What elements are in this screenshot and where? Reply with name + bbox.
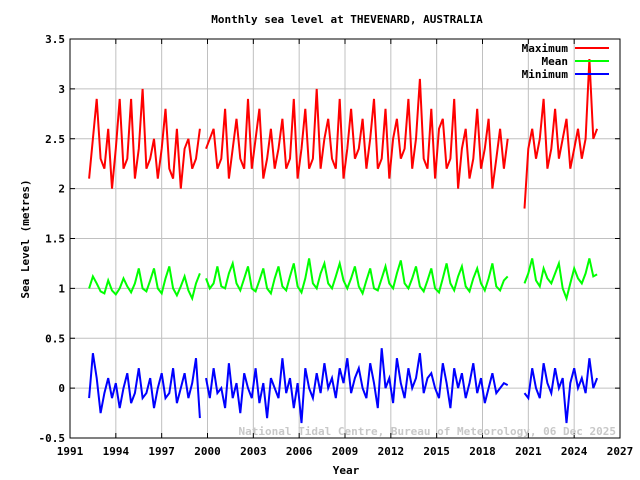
axis-ticks: 1991 1994 1997 2000 2003 2006 2009 2012 2015 2018… [39,33,634,458]
legend-label-mean: Mean [542,55,569,68]
x-tick-label: 2006 [286,445,313,458]
x-tick-label: 2018 [469,445,496,458]
x-tick-label: 2015 [423,445,450,458]
minimum-line-segment [205,348,509,424]
y-axis-label: Sea Level (metres) [19,179,32,298]
mean-line-segment [88,266,201,302]
mean-line-segment [205,258,509,297]
maximum-line-segment [205,78,509,189]
source-annotation: National Tidal Centre, Bureau of Meteoro… [239,425,617,438]
series-maximum [88,58,599,209]
series-mean [88,258,598,302]
x-tick-label: 1991 [57,445,84,458]
maximum-line-segment [523,58,599,209]
x-tick-label: 2021 [515,445,542,458]
mean-line-segment [523,258,598,302]
x-tick-label: 1997 [148,445,175,458]
x-tick-label: 2000 [194,445,221,458]
y-tick-label: 3.5 [45,33,65,46]
y-tick-label: 1 [58,282,65,295]
series-minimum [88,348,599,424]
y-tick-label: 0 [58,382,65,395]
chart-title: Monthly sea level at THEVENARD, AUSTRALI… [211,13,483,26]
x-tick-label: 2024 [561,445,588,458]
y-tick-label: 2 [58,183,65,196]
y-tick-label: 1.5 [45,233,65,246]
legend-label-minimum: Minimum [522,68,569,81]
x-axis-label: Year [333,464,360,477]
minimum-line-segment [88,353,201,419]
x-tick-label: 2003 [240,445,267,458]
minimum-line-segment [523,358,599,424]
series-lines [88,58,599,424]
x-tick-label: 2012 [378,445,405,458]
x-tick-label: 2027 [607,445,634,458]
y-tick-label: -0.5 [39,432,66,445]
x-tick-label: 2009 [332,445,359,458]
x-tick-label: 1994 [103,445,130,458]
y-tick-label: 0.5 [45,332,65,345]
y-tick-label: 2.5 [45,133,65,146]
maximum-line-segment [88,88,201,189]
legend-label-maximum: Maximum [522,42,569,55]
y-tick-label: 3 [58,83,65,96]
